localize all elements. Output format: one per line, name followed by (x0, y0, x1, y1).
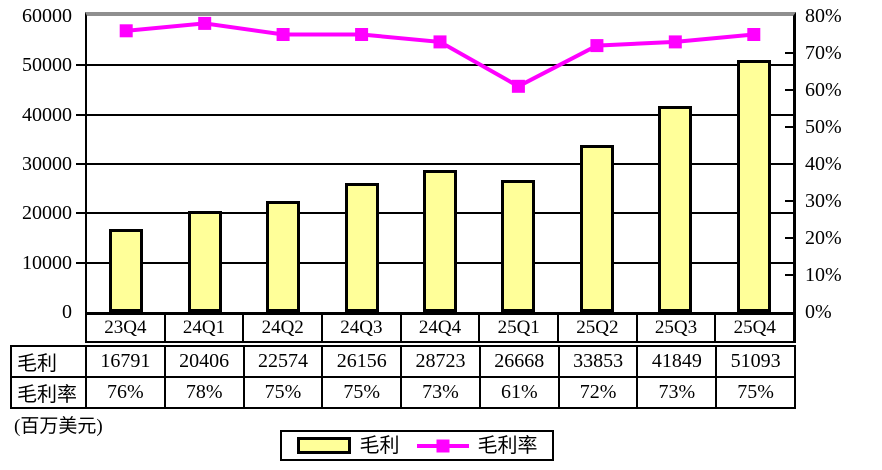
category-cell: 25Q4 (714, 315, 793, 341)
legend-box: 毛利 毛利率 (280, 430, 554, 461)
plot-area (85, 12, 796, 315)
category-cell: 24Q4 (399, 315, 479, 341)
gridline (87, 113, 793, 116)
bar (658, 106, 692, 312)
table-cell: 78% (163, 378, 243, 407)
table-cell: 16791 (85, 347, 164, 376)
table-cell: 75% (715, 378, 794, 407)
category-cell: 25Q2 (557, 315, 636, 341)
table-cell: 26668 (478, 347, 558, 376)
line-marker (668, 35, 682, 49)
legend-line-label: 毛利率 (477, 434, 538, 457)
line-marker (276, 28, 290, 41)
right-axis-label: 40% (805, 153, 842, 175)
table-cell: 20406 (163, 347, 243, 376)
y-axis-label: 50000 (22, 54, 72, 77)
legend-bar-label: 毛利 (359, 434, 400, 457)
table-cell: 61% (478, 378, 558, 407)
table-row-values: 毛利 16791 20406 22574 26156 28723 26668 3… (12, 347, 794, 376)
table-cell: 75% (242, 378, 322, 407)
right-axis-label: 10% (805, 264, 842, 286)
y-axis-label: 40000 (22, 103, 72, 126)
table-cell: 51093 (715, 347, 794, 376)
right-axis-label: 50% (805, 116, 842, 138)
right-axis-label: 70% (805, 42, 842, 64)
gridline (87, 163, 793, 165)
table-cell: 73% (400, 378, 479, 407)
table-cell: 41849 (636, 347, 715, 376)
right-axis-tick (785, 274, 793, 276)
table-cell: 75% (321, 378, 400, 407)
right-axis-label: 20% (805, 227, 842, 249)
bar (580, 145, 614, 312)
line-marker (747, 28, 761, 41)
bar (737, 60, 771, 312)
right-axis-label: 80% (805, 5, 842, 27)
table-cell: 73% (636, 378, 715, 407)
y-axis-tick (76, 113, 85, 116)
bar (109, 229, 143, 312)
y-axis-label: 30000 (22, 153, 72, 175)
line-marker (119, 24, 133, 38)
gridline (87, 64, 793, 67)
line-marker (433, 35, 447, 49)
y-axis-label: 10000 (22, 251, 72, 274)
unit-note: (百万美元) (14, 416, 103, 437)
y-axis-label: 0 (62, 301, 72, 323)
y-axis-tick (76, 212, 85, 215)
table-cell: 28723 (400, 347, 479, 376)
category-cell: 24Q3 (321, 315, 400, 341)
bar (501, 180, 535, 312)
y-axis-tick (76, 64, 85, 67)
bar (266, 201, 300, 312)
data-table: 毛利 16791 20406 22574 26156 28723 26668 3… (10, 345, 796, 409)
category-cell: 23Q4 (104, 317, 147, 338)
bar (423, 170, 457, 312)
category-cell: 25Q1 (478, 315, 557, 341)
right-axis-tick (785, 237, 793, 239)
right-axis-label: 30% (805, 190, 842, 212)
line-marker (198, 16, 212, 30)
line-marker (590, 39, 604, 53)
right-axis-label: 0% (805, 301, 832, 323)
y-axis-label: 20000 (22, 202, 72, 225)
right-axis-tick (785, 163, 793, 165)
y-axis-tick (76, 261, 85, 264)
line-legend-marker-icon (416, 439, 469, 452)
bar (345, 183, 379, 312)
category-cell: 25Q3 (635, 315, 715, 341)
right-axis-label: 60% (805, 79, 842, 101)
right-axis-tick (785, 200, 793, 202)
table-row-rates: 毛利率 76% 78% 75% 75% 73% 61% 72% 73% 75% (12, 376, 794, 407)
row-header: 毛利 (17, 353, 57, 375)
right-axis-tick (785, 89, 793, 91)
margin-line (119, 16, 761, 93)
table-cell: 22574 (242, 347, 322, 376)
y-axis-label: 60000 (22, 5, 72, 27)
line-marker (511, 79, 525, 93)
table-cell: 76% (85, 378, 164, 407)
bar-legend-swatch-icon (296, 437, 351, 454)
right-axis-tick (785, 126, 793, 128)
category-cell: 24Q1 (163, 315, 243, 341)
table-cell: 26156 (321, 347, 400, 376)
row-header: 毛利率 (17, 384, 77, 406)
category-cell: 24Q2 (242, 315, 321, 341)
x-axis-category-row: 23Q4 24Q1 24Q2 24Q3 24Q4 25Q1 25Q2 25Q3 … (85, 315, 796, 343)
bar (188, 211, 222, 312)
line-marker (355, 28, 369, 41)
y-axis-tick (76, 163, 85, 165)
right-axis-tick (785, 52, 793, 54)
table-cell: 72% (557, 378, 637, 407)
table-cell: 33853 (557, 347, 637, 376)
